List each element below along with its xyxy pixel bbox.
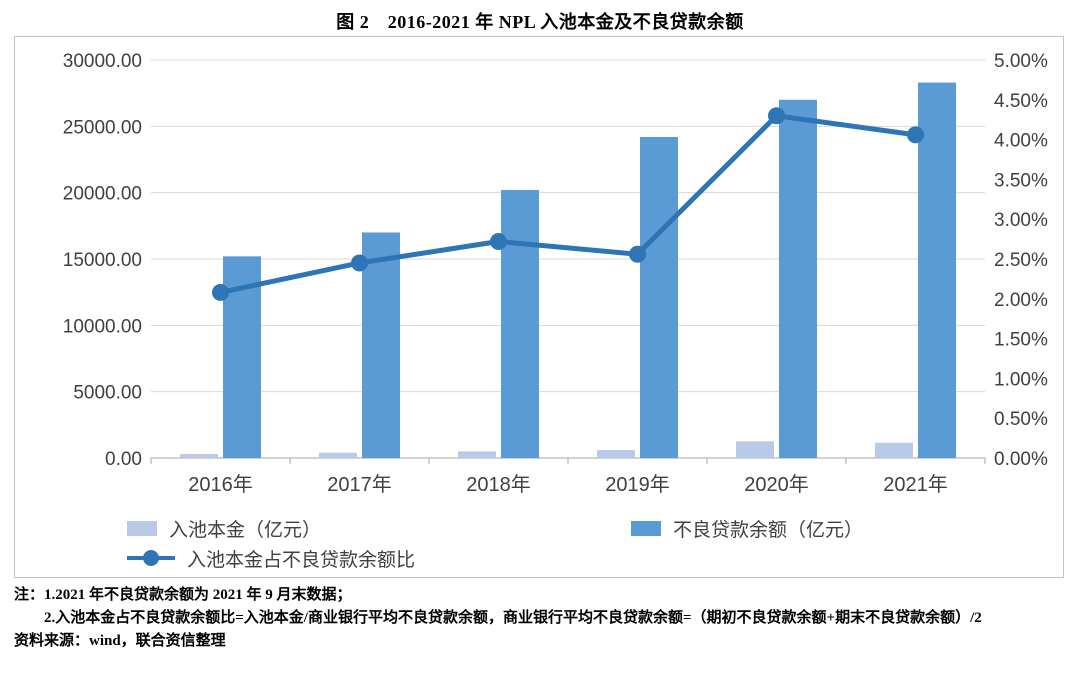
note-text-1: 1.2021 年不良贷款余额为 2021 年 9 月末数据； <box>44 587 352 603</box>
legend-label-npl-balance: 不良贷款余额（亿元） <box>673 519 864 541</box>
legend-swatch-pool-principal-icon <box>127 520 157 536</box>
bar-npl-balance <box>779 99 817 459</box>
right-axis-tick-label: 1.50% <box>994 330 1048 351</box>
right-axis-tick-label: 0.50% <box>994 409 1048 430</box>
bar-npl-balance <box>640 136 678 458</box>
right-axis-tick-label: 0.00% <box>994 449 1048 470</box>
chart-legend: 入池本金（亿元） 不良贷款余额（亿元） 入池本金占不良贷款余额比 <box>15 503 1063 575</box>
left-axis-tick-label: 25000.00 <box>63 117 142 138</box>
left-axis-tick-label: 20000.00 <box>63 184 142 205</box>
ratio-line-marker <box>907 126 924 144</box>
legend-swatch-npl-balance-icon <box>631 520 661 536</box>
left-axis-tick-label: 10000.00 <box>63 316 142 337</box>
note-text-2: 2.入池本金占不良贷款余额比=入池本金/商业银行平均不良贷款余额，商业银行平均不… <box>44 610 982 626</box>
chart-notes: 注：1.2021 年不良贷款余额为 2021 年 9 月末数据； 2.入池本金占… <box>14 584 1024 653</box>
bar-npl-balance <box>501 190 539 458</box>
legend-line-marker-icon <box>127 549 175 567</box>
left-axis-tick-label: 5000.00 <box>73 383 142 404</box>
right-axis-tick-label: 3.00% <box>994 210 1048 231</box>
chart-title: 图 2 2016-2021 年 NPL 入池本金及不良贷款余额 <box>336 12 744 32</box>
bar-pool-principal <box>319 452 357 458</box>
bar-npl-balance <box>362 232 400 458</box>
right-axis-tick-label: 2.00% <box>994 290 1048 311</box>
legend-label-pool-principal: 入池本金（亿元） <box>169 519 322 541</box>
notes-label: 注： <box>14 587 45 603</box>
left-axis-tick-label: 15000.00 <box>63 250 142 271</box>
ratio-line-marker <box>768 107 785 125</box>
x-axis-label: 2021年 <box>883 473 948 496</box>
ratio-line-marker <box>351 254 368 272</box>
bar-pool-principal <box>180 454 218 458</box>
left-axis-tick-label: 30000.00 <box>63 51 142 72</box>
right-axis-tick-label: 1.00% <box>994 369 1048 390</box>
x-axis-label: 2017年 <box>327 473 392 496</box>
chart-figure: 0.00 5000.00 10000.00 15000.00 20000.00 25000… <box>14 36 1064 578</box>
x-axis-label: 2018年 <box>466 473 531 496</box>
chart-canvas: 0.00 5000.00 10000.00 15000.00 20000.00 25000… <box>63 51 1048 496</box>
right-axis-tick-label: 2.50% <box>994 250 1048 271</box>
legend-item-npl-balance: 不良贷款余额（亿元） <box>631 517 864 541</box>
ratio-line-marker <box>212 283 229 301</box>
x-axis-label: 2019年 <box>605 473 670 496</box>
bar-pool-principal <box>458 451 496 458</box>
bar-pool-principal <box>736 441 774 458</box>
bar-npl-balance <box>918 82 956 458</box>
legend-item-ratio: 入池本金占不良贷款余额比 <box>127 547 416 571</box>
left-axis-tick-label: 0.00 <box>105 449 142 470</box>
notes-source: 资料来源：wind，联合资信整理 <box>14 633 226 649</box>
bar-pool-principal <box>875 442 913 458</box>
legend-item-pool-principal: 入池本金（亿元） <box>127 517 322 541</box>
x-axis-label: 2020年 <box>744 473 809 496</box>
right-axis-tick-label: 5.00% <box>994 51 1048 72</box>
legend-label-ratio: 入池本金占不良贷款余额比 <box>187 549 416 571</box>
right-axis-tick-label: 4.50% <box>994 91 1048 112</box>
ratio-line-marker <box>629 245 646 263</box>
note-line-1: 注：1.2021 年不良贷款余额为 2021 年 9 月末数据； <box>14 584 1024 607</box>
right-axis-tick-label: 4.00% <box>994 131 1048 152</box>
right-axis-tick-label: 3.50% <box>994 170 1048 191</box>
bar-pool-principal <box>597 450 635 458</box>
legend-dot-icon <box>143 550 159 566</box>
ratio-line <box>218 113 918 295</box>
ratio-line-marker <box>490 232 507 250</box>
x-axis-label: 2016年 <box>188 473 253 496</box>
